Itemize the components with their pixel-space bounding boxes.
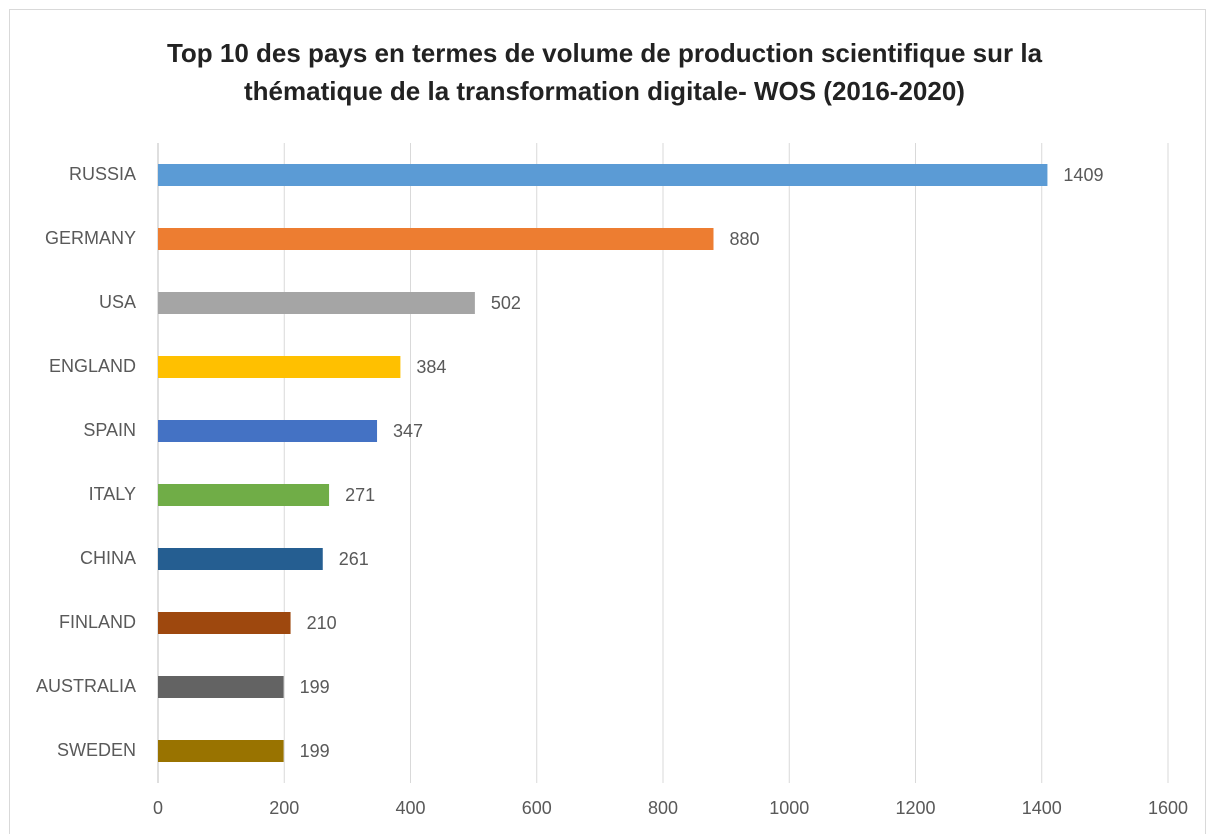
data-label: 384 bbox=[416, 357, 446, 377]
bar bbox=[158, 740, 284, 762]
bar bbox=[158, 484, 330, 506]
x-tick-label: 1400 bbox=[1022, 798, 1062, 818]
bar bbox=[158, 356, 401, 378]
chart-frame bbox=[9, 9, 1206, 834]
data-label: 1409 bbox=[1063, 165, 1103, 185]
x-tick-label: 1000 bbox=[769, 798, 809, 818]
x-tick-label: 0 bbox=[153, 798, 163, 818]
bar bbox=[158, 164, 1048, 186]
y-tick-label: GERMANY bbox=[45, 228, 136, 248]
data-label: 347 bbox=[393, 421, 423, 441]
y-tick-label: CHINA bbox=[80, 548, 136, 568]
data-label: 271 bbox=[345, 485, 375, 505]
bar bbox=[158, 292, 475, 314]
y-tick-label: SPAIN bbox=[83, 420, 136, 440]
data-label: 199 bbox=[300, 677, 330, 697]
data-label: 199 bbox=[300, 741, 330, 761]
bar bbox=[158, 548, 323, 570]
x-tick-label: 1200 bbox=[895, 798, 935, 818]
y-tick-label: USA bbox=[99, 292, 136, 312]
y-tick-label: AUSTRALIA bbox=[36, 676, 136, 696]
y-tick-label: ITALY bbox=[89, 484, 136, 504]
x-tick-label: 600 bbox=[522, 798, 552, 818]
bar bbox=[158, 676, 284, 698]
bar bbox=[158, 228, 714, 250]
x-tick-label: 1600 bbox=[1148, 798, 1188, 818]
chart-title: Top 10 des pays en termes de volume de p… bbox=[166, 38, 1043, 106]
data-label: 261 bbox=[339, 549, 369, 569]
y-tick-label: RUSSIA bbox=[69, 164, 136, 184]
y-tick-label: FINLAND bbox=[59, 612, 136, 632]
bar bbox=[158, 612, 291, 634]
x-tick-label: 400 bbox=[395, 798, 425, 818]
y-tick-label: SWEDEN bbox=[57, 740, 136, 760]
y-tick-label: ENGLAND bbox=[49, 356, 136, 376]
data-label: 210 bbox=[307, 613, 337, 633]
bar bbox=[158, 420, 378, 442]
x-tick-label: 800 bbox=[648, 798, 678, 818]
data-label: 502 bbox=[491, 293, 521, 313]
data-label: 880 bbox=[730, 229, 760, 249]
x-tick-label: 200 bbox=[269, 798, 299, 818]
